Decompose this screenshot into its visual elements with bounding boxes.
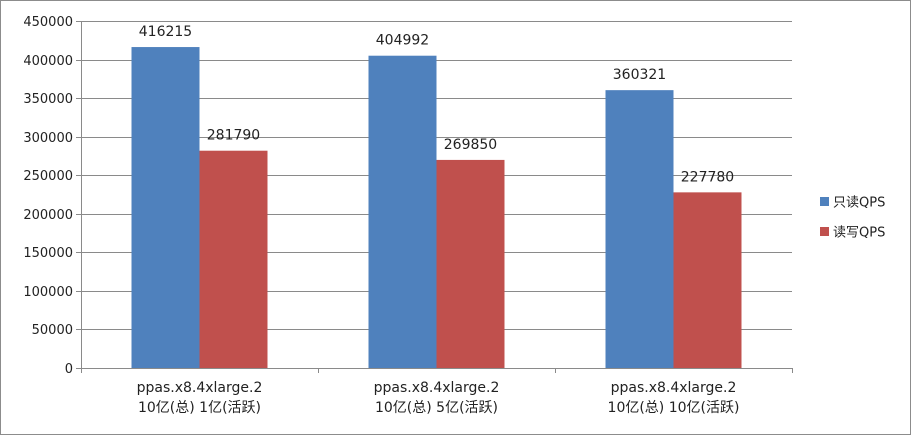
legend-swatch <box>820 197 829 206</box>
data-label: 281790 <box>207 128 260 144</box>
category-labels: ppas.x8.4xlarge.2 10亿(总) 1亿(活跃) ppas.x8.4x… <box>137 380 740 416</box>
legend: 只读QPS 读写QPS <box>820 196 885 241</box>
category-label: 10亿(总) 1亿(活跃) <box>138 400 261 416</box>
y-tick-label: 100000 <box>23 285 73 300</box>
data-label: 360321 <box>613 67 666 83</box>
y-tick-label: 350000 <box>23 92 73 107</box>
bar-read-write <box>436 159 505 368</box>
y-tick-label: 50000 <box>32 323 73 338</box>
data-label: 404992 <box>376 33 429 49</box>
legend-label: 读写QPS <box>833 226 885 241</box>
data-labels: 416215 281790 404992 269850 360321 227780 <box>139 24 734 185</box>
y-tick-label: 200000 <box>23 208 73 223</box>
category-label: ppas.x8.4xlarge.2 <box>137 380 263 396</box>
legend-label: 只读QPS <box>833 196 885 211</box>
y-tick-label: 150000 <box>23 246 73 261</box>
bar-read-only <box>131 47 200 368</box>
bar-read-only <box>368 55 437 368</box>
y-tick-label: 400000 <box>23 54 73 69</box>
category-label: ppas.x8.4xlarge.2 <box>374 380 500 396</box>
y-tick-label: 300000 <box>23 131 73 146</box>
y-tick-labels: 0 50000 100000 150000 200000 250000 300000 3500… <box>23 15 73 377</box>
data-label: 416215 <box>139 24 192 40</box>
y-tick-label: 450000 <box>23 15 73 30</box>
bar-read-write <box>199 150 268 368</box>
bar-read-only <box>605 90 674 369</box>
legend-swatch <box>820 227 829 236</box>
category-label: 10亿(总) 10亿(活跃) <box>608 400 740 416</box>
y-tick-label: 0 <box>65 362 73 377</box>
category-label: 10亿(总) 5亿(活跃) <box>375 400 498 416</box>
axes <box>76 21 793 373</box>
y-tick-label: 250000 <box>23 169 73 184</box>
bars <box>131 47 742 369</box>
bar-read-write <box>673 192 742 368</box>
data-label: 269850 <box>444 137 497 153</box>
data-label: 227780 <box>681 169 734 185</box>
category-label: ppas.x8.4xlarge.2 <box>611 380 737 396</box>
